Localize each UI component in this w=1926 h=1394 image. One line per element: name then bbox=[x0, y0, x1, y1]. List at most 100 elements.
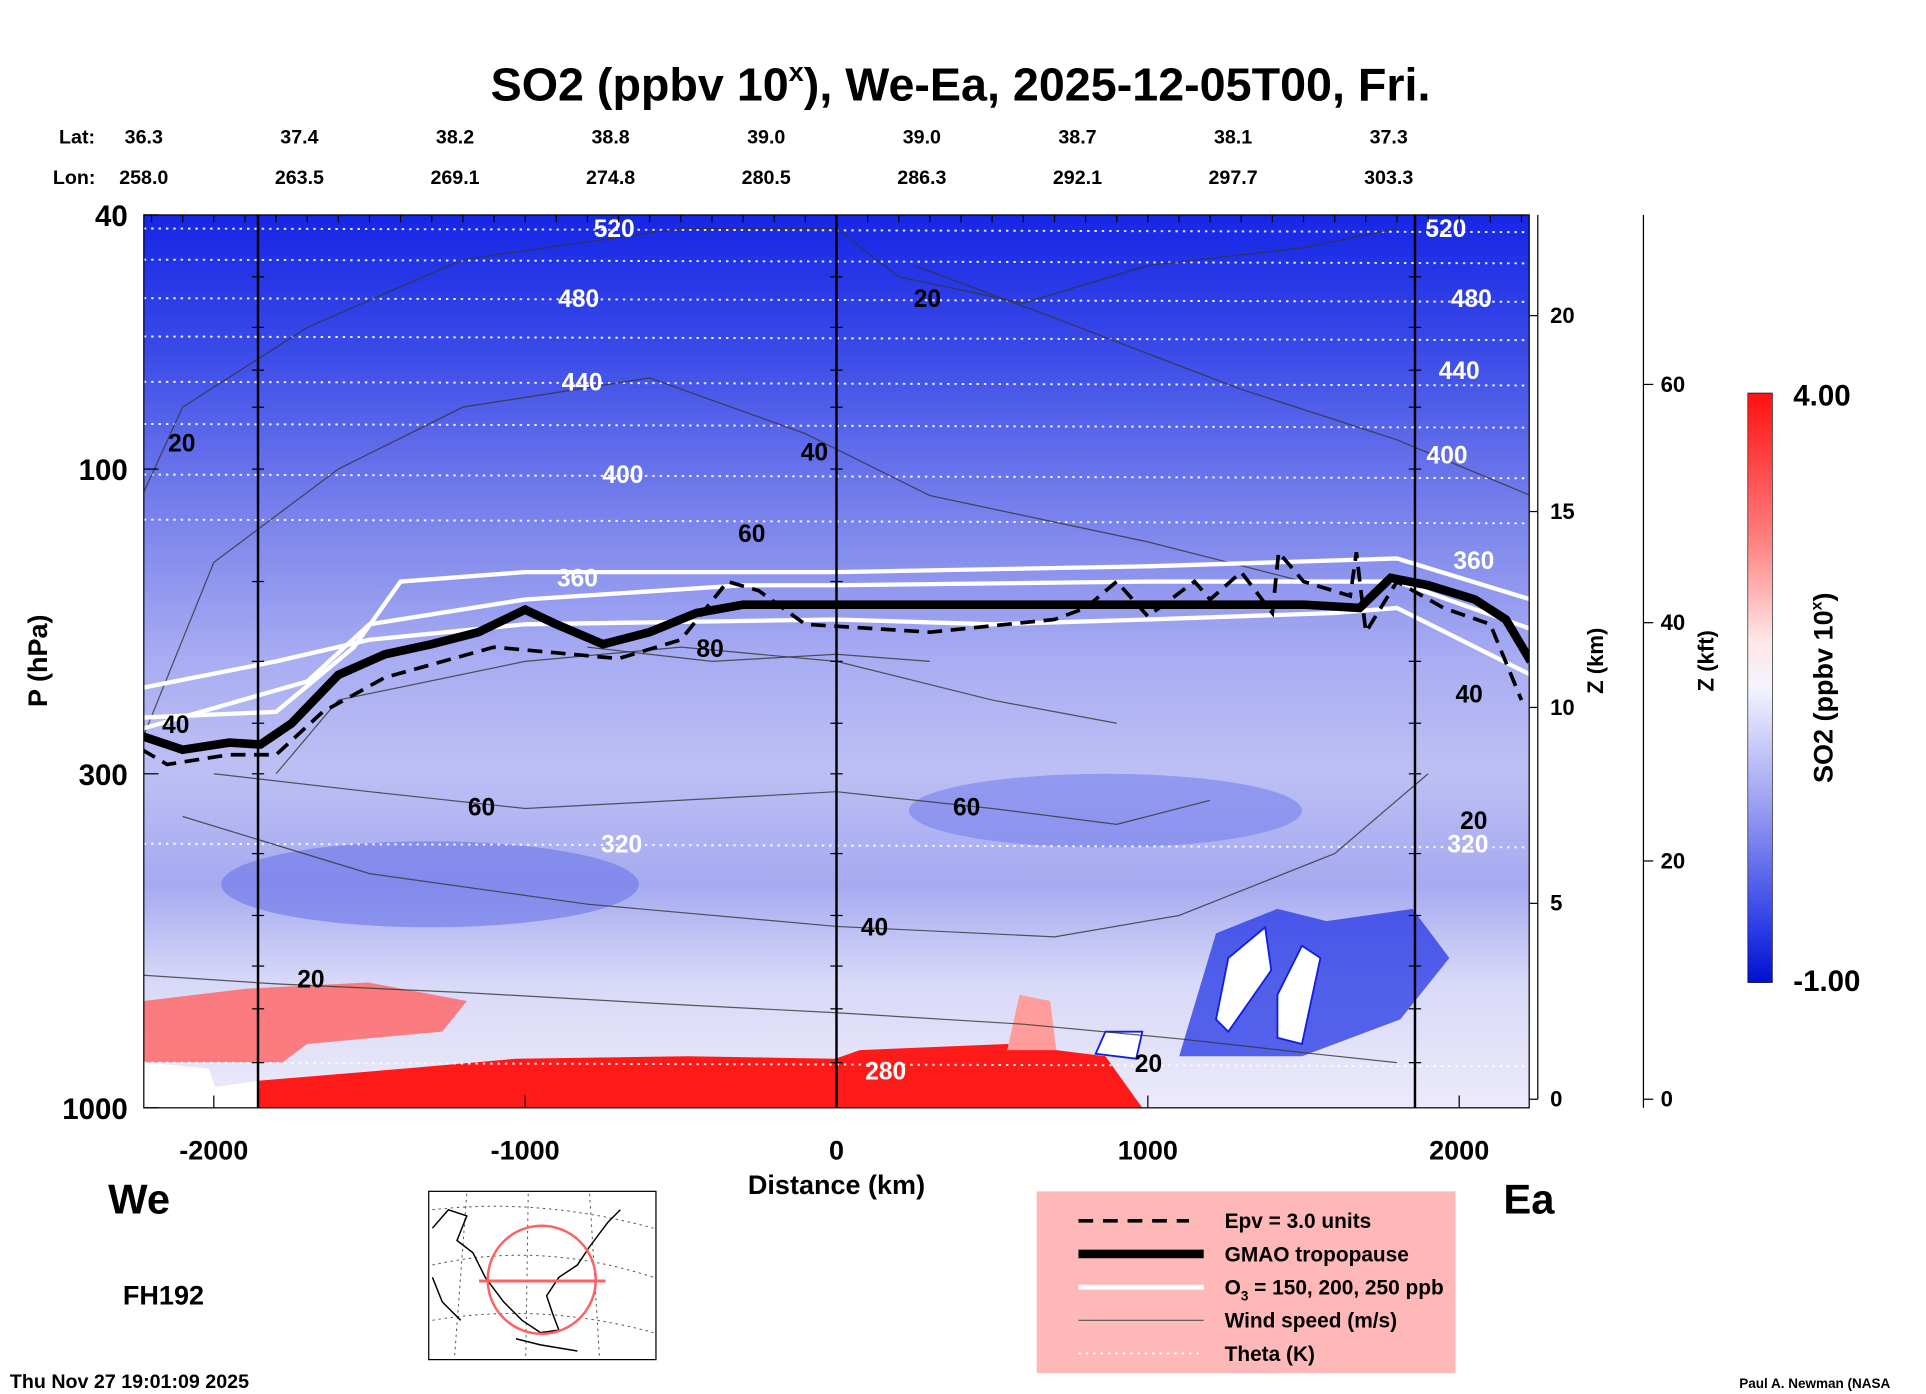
theta-contour-label: 400 bbox=[1427, 442, 1468, 469]
ozone-contour bbox=[143, 556, 1530, 720]
wind-contour-label: 20 bbox=[1135, 1051, 1162, 1078]
x-tick-label: -2000 bbox=[179, 1135, 248, 1165]
lon-value: 303.3 bbox=[1364, 167, 1413, 189]
z-km-tick-label: 10 bbox=[1550, 695, 1575, 720]
lat-value: 38.8 bbox=[592, 127, 630, 149]
lat-value: 39.0 bbox=[747, 127, 785, 149]
colorbar-max: 4.00 bbox=[1793, 379, 1850, 412]
wind-contour-label: 40 bbox=[1455, 682, 1482, 709]
section-lines bbox=[251, 214, 1422, 1108]
lat-lon-row: 36.3 258.0 37.4 263.5 38.2 269.1 38.8 274.8 39.0… bbox=[119, 127, 1413, 190]
lon-value: 280.5 bbox=[742, 167, 791, 189]
east-label: Ea bbox=[1503, 1175, 1555, 1222]
theta-contour-label: 480 bbox=[558, 286, 599, 313]
z-kft-tick-label: 0 bbox=[1661, 1087, 1673, 1112]
axes: -2000 -1000 0 1000 2000 40 100 300 1000 0 5 10 15 20 0… bbox=[62, 200, 1685, 1165]
theta-contour-label: 360 bbox=[1453, 548, 1494, 575]
z-km-tick-label: 15 bbox=[1550, 499, 1575, 524]
y-tick-label: 100 bbox=[79, 454, 128, 487]
wind-contour-label: 40 bbox=[861, 914, 888, 941]
lat-value: 38.2 bbox=[436, 127, 474, 149]
legend-label: Epv = 3.0 units bbox=[1225, 1210, 1372, 1233]
x-tick-label: 2000 bbox=[1429, 1135, 1489, 1165]
y-tick-label: 40 bbox=[95, 200, 128, 233]
colorbar bbox=[1747, 392, 1773, 983]
so2-blue-patch bbox=[221, 841, 639, 928]
theta-contour-label: 440 bbox=[562, 369, 603, 396]
wind-contour-label: 20 bbox=[297, 966, 324, 993]
wind-contour bbox=[914, 264, 1530, 496]
z-km-tick-label: 5 bbox=[1550, 891, 1562, 916]
credit: Paul A. Newman (NASA bbox=[1739, 1376, 1890, 1391]
lat-value: 37.4 bbox=[280, 127, 318, 149]
y-axis-label: P (hPa) bbox=[23, 614, 53, 707]
theta-contour-label: 480 bbox=[1451, 286, 1492, 313]
z-km-tick-label: 20 bbox=[1550, 303, 1575, 328]
ozone-contour bbox=[143, 605, 1530, 690]
theta-contour-label: 400 bbox=[602, 462, 643, 489]
lon-value: 263.5 bbox=[275, 167, 324, 189]
wind-contour-label: 40 bbox=[801, 440, 828, 467]
z-kft-label: Z (kft) bbox=[1693, 630, 1718, 691]
wind-contour-label: 20 bbox=[914, 286, 941, 313]
wind-contour-label: 60 bbox=[738, 521, 765, 548]
z-kft-tick-label: 60 bbox=[1661, 372, 1686, 397]
theta-contour-label: 280 bbox=[865, 1058, 906, 1085]
lat-value: 39.0 bbox=[903, 127, 941, 149]
lon-value: 297.7 bbox=[1209, 167, 1258, 189]
legend-label: GMAO tropopause bbox=[1225, 1243, 1409, 1266]
lon-value: 258.0 bbox=[119, 167, 168, 189]
legend-label: O3 = 150, 200, 250 ppb bbox=[1225, 1277, 1444, 1304]
wind-contour-label: 80 bbox=[696, 636, 723, 663]
y-tick-label: 300 bbox=[79, 759, 128, 792]
forecast-hour: FH192 bbox=[123, 1280, 204, 1310]
wind-contour-label: 40 bbox=[162, 712, 189, 739]
so2-white-region bbox=[143, 1062, 259, 1108]
x-tick-label: 0 bbox=[829, 1135, 844, 1165]
theta-contour-label: 320 bbox=[601, 831, 642, 858]
contour-labels: 20 20 20 20 20 40 40 40 40 60 60 60 80 520 520 480 480 44… bbox=[162, 216, 1494, 1085]
lon-value: 269.1 bbox=[430, 167, 479, 189]
timestamp: Thu Nov 27 19:01:09 2025 bbox=[10, 1371, 249, 1393]
z-kft-tick-label: 40 bbox=[1661, 610, 1686, 635]
tropopause-line bbox=[143, 573, 1530, 755]
so2-red-region bbox=[143, 982, 467, 1063]
so2-blue-patch bbox=[908, 773, 1302, 848]
z-km-tick-label: 0 bbox=[1550, 1087, 1562, 1112]
theta-contour-label: 440 bbox=[1439, 358, 1480, 385]
wind-contour bbox=[275, 646, 1117, 775]
so2-red-region bbox=[1007, 994, 1057, 1051]
x-tick-label: -1000 bbox=[491, 1135, 560, 1165]
y-tick-label: 1000 bbox=[62, 1093, 128, 1126]
theta-contour-label: 520 bbox=[1425, 216, 1466, 243]
epv-line bbox=[143, 547, 1524, 767]
so2-white-region bbox=[1094, 925, 1322, 1060]
wind-contour-label: 20 bbox=[168, 431, 195, 458]
wind-contour bbox=[143, 377, 1304, 738]
z-km-label: Z (km) bbox=[1583, 628, 1608, 694]
theta-contour-label: 320 bbox=[1447, 831, 1488, 858]
theta-contour-label: 520 bbox=[594, 216, 635, 243]
lat-value: 36.3 bbox=[125, 127, 163, 149]
lon-label: Lon: bbox=[53, 167, 96, 189]
wind-contour bbox=[587, 646, 930, 662]
legend-label: Wind speed (m/s) bbox=[1225, 1310, 1398, 1333]
wind-speed-contours bbox=[143, 227, 1530, 1064]
lat-value: 38.1 bbox=[1214, 127, 1252, 149]
west-label: We bbox=[108, 1175, 170, 1222]
lat-value: 37.3 bbox=[1370, 127, 1408, 149]
wind-contour-label: 60 bbox=[953, 794, 980, 821]
x-tick-label: 1000 bbox=[1118, 1135, 1178, 1165]
x-axis-label: Distance (km) bbox=[748, 1170, 925, 1200]
z-kft-tick-label: 20 bbox=[1661, 848, 1686, 873]
wind-contour-label: 20 bbox=[1460, 808, 1487, 835]
so2-red-region bbox=[258, 1043, 1143, 1108]
lon-value: 292.1 bbox=[1053, 167, 1102, 189]
colorbar-label: SO2 (ppbv 10x) bbox=[1809, 593, 1839, 784]
theta-contour-label: 360 bbox=[557, 565, 598, 592]
lat-label: Lat: bbox=[59, 127, 95, 149]
lat-value: 38.7 bbox=[1058, 127, 1096, 149]
legend-label: Theta (K) bbox=[1225, 1343, 1315, 1366]
lon-value: 274.8 bbox=[586, 167, 635, 189]
